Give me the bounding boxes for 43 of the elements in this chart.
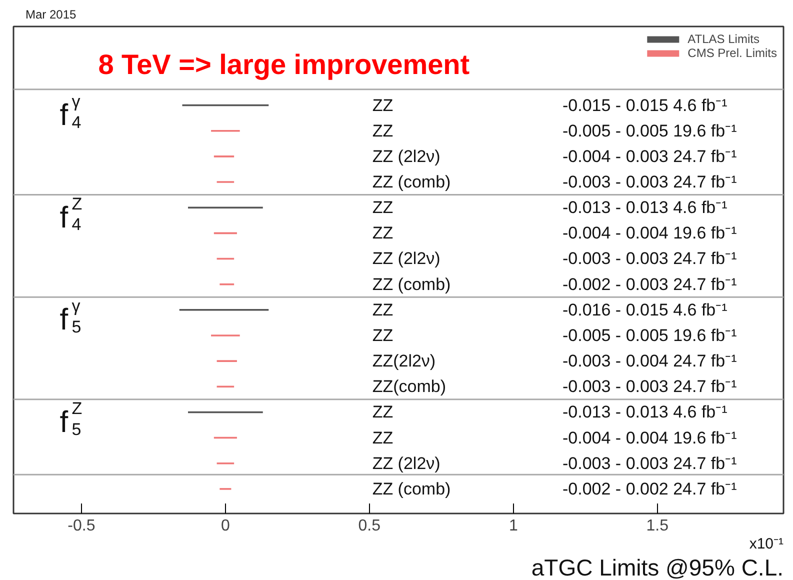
text: -0.013 - 0.013 4.6 fb⁻¹: [562, 402, 728, 422]
text: -0.003 - 0.004 24.7 fb⁻¹: [562, 352, 737, 371]
x-axis-title: aTGC Limits @95% C.L.: [531, 554, 784, 580]
text: -0.015 - 0.015 4.6 fb⁻¹: [562, 96, 728, 115]
x-tick-label: -0.5: [68, 518, 96, 534]
text: -0.013 - 0.013 4.6 fb⁻¹: [562, 198, 728, 218]
text: -0.003 - 0.003 24.7 fb⁻¹: [562, 377, 737, 396]
y-tick-label: ZZ: [372, 121, 394, 140]
text: -0.003 - 0.003 24.7 fb⁻¹: [562, 172, 737, 192]
text: -0.002 - 0.003 24.7 fb⁻¹: [562, 274, 737, 294]
text: x10⁻¹: [749, 536, 784, 552]
y-tick-label: ZZ: [372, 402, 394, 422]
y-tick-label: ZZ: [372, 428, 394, 448]
legend-label: ATLAS Limits: [688, 32, 760, 46]
text: -0.004 - 0.003 24.7 fb⁻¹: [562, 146, 737, 166]
text: -0.016 - 0.015 4.6 fb⁻¹: [562, 300, 728, 320]
text: -0.004 - 0.004 19.6 fb⁻¹: [562, 428, 737, 448]
legend-label: CMS Prel. Limits: [688, 46, 777, 60]
y-tick-label: ZZ (comb): [372, 172, 451, 192]
y-tick-label: ZZ: [372, 198, 394, 218]
y-tick-label: ZZ (comb): [372, 274, 451, 294]
text: -0.002 - 0.002 24.7 fb⁻¹: [562, 479, 737, 498]
y-tick-label: ZZ (2l2ν): [372, 249, 440, 268]
text: -0.005 - 0.005 19.6 fb⁻¹: [562, 326, 737, 345]
y-tick-label: ZZ: [372, 326, 394, 345]
y-tick-label: ZZ: [372, 96, 394, 115]
x-tick-label: 1: [508, 518, 518, 534]
text: -0.004 - 0.004 19.6 fb⁻¹: [562, 224, 737, 243]
y-tick-label: ZZ: [372, 300, 394, 320]
text: -0.003 - 0.003 24.7 fb⁻¹: [562, 249, 737, 268]
text: 8 TeV => large improvement: [98, 48, 470, 80]
y-tick-label: ZZ (comb): [372, 479, 451, 498]
y-tick-label: ZZ (2l2ν): [372, 454, 440, 473]
text: Mar 2015: [26, 8, 77, 22]
y-tick-label: ZZ (2l2ν): [372, 146, 440, 166]
y-tick-label: ZZ(2l2ν): [372, 352, 436, 371]
x-tick-label: 1.5: [646, 518, 669, 534]
x-tick-label: 0: [220, 518, 230, 534]
x-tick-label: 0.5: [358, 518, 381, 534]
text: -0.003 - 0.003 24.7 fb⁻¹: [562, 454, 737, 473]
y-tick-label: ZZ: [372, 224, 394, 243]
y-tick-label: ZZ(comb): [372, 377, 446, 396]
text: -0.005 - 0.005 19.6 fb⁻¹: [562, 121, 737, 140]
